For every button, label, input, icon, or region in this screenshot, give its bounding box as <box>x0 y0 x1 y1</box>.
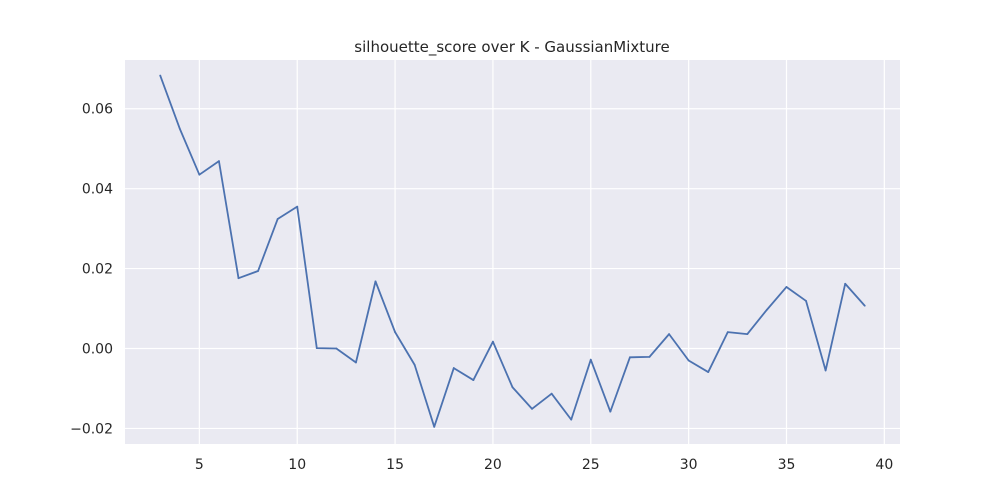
x-tick-label: 15 <box>386 457 404 473</box>
data-point <box>570 418 573 421</box>
data-point <box>550 392 553 395</box>
data-point <box>315 347 318 349</box>
data-point <box>531 407 533 410</box>
x-tick-label: 20 <box>484 457 502 473</box>
data-point <box>629 356 631 359</box>
data-point <box>609 410 612 413</box>
data-point <box>335 347 338 350</box>
data-point <box>257 270 259 272</box>
y-tick-label: −0.02 <box>70 421 113 437</box>
chart-title: silhouette_score over K - GaussianMixtur… <box>354 38 669 57</box>
data-point <box>805 300 807 302</box>
data-point <box>746 333 749 336</box>
data-point <box>394 331 396 334</box>
x-tick-label: 35 <box>778 457 796 473</box>
data-point <box>492 340 494 343</box>
data-point <box>726 331 729 334</box>
plot-background <box>125 60 900 444</box>
data-point <box>785 286 788 288</box>
x-tick-label: 5 <box>195 457 204 473</box>
x-tick-label: 25 <box>582 457 600 473</box>
series-layer <box>159 74 866 428</box>
data-point <box>355 361 357 364</box>
data-point <box>863 304 866 307</box>
data-point <box>668 333 670 336</box>
data-point <box>824 369 827 372</box>
data-point <box>178 127 181 130</box>
data-point <box>648 355 651 358</box>
data-point <box>374 280 377 283</box>
y-tick-label: 0.00 <box>82 341 113 357</box>
data-point <box>218 160 220 162</box>
x-tick-label: 10 <box>288 457 306 473</box>
x-tick-label: 30 <box>680 457 698 473</box>
data-point <box>296 205 299 208</box>
data-point <box>589 358 592 361</box>
y-tick-label: 0.04 <box>82 182 113 198</box>
data-point <box>413 363 416 366</box>
x-tick-labels: 5 10 15 20 25 30 35 40 <box>195 457 893 473</box>
data-point <box>472 379 475 381</box>
data-point <box>452 367 455 369</box>
y-grid-lines <box>125 108 900 430</box>
y-tick-label: 0.06 <box>82 102 113 118</box>
x-tick-label: 40 <box>875 457 893 473</box>
data-point <box>237 277 240 280</box>
y-tick-labels: −0.02 0.00 0.02 0.04 0.06 <box>70 102 113 438</box>
data-point <box>707 371 710 373</box>
x-grid-lines <box>198 60 885 444</box>
data-point <box>766 308 768 311</box>
y-tick-label: 0.02 <box>82 262 113 278</box>
data-point <box>844 282 847 285</box>
data-point <box>511 386 514 389</box>
data-point <box>433 425 436 428</box>
data-point <box>687 359 690 362</box>
data-point <box>276 218 279 220</box>
data-point <box>159 74 162 77</box>
data-point <box>198 173 201 176</box>
